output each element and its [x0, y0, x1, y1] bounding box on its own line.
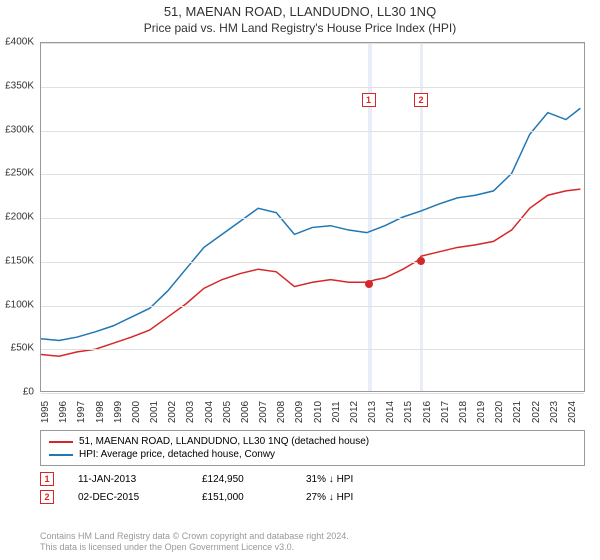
sale-marker-2: 2	[414, 93, 428, 107]
x-tick-label: 2005	[222, 401, 233, 423]
gridline-h	[41, 87, 584, 88]
y-tick-label: £250K	[5, 168, 34, 179]
x-tick-label: 2004	[204, 401, 215, 423]
y-tick-label: £150K	[5, 255, 34, 266]
x-tick-label: 2009	[294, 401, 305, 423]
y-axis: £0£50K£100K£150K£200K£250K£300K£350K£400…	[0, 42, 38, 392]
sale-pct: 27% ↓ HPI	[306, 492, 416, 503]
x-tick-label: 1995	[40, 401, 51, 423]
sale-row-marker: 1	[40, 472, 54, 486]
y-tick-label: £50K	[11, 343, 34, 354]
footnote-line2: This data is licensed under the Open Gov…	[40, 542, 585, 554]
y-tick-label: £400K	[5, 37, 34, 48]
gridline-h	[41, 262, 584, 263]
legend-label: HPI: Average price, detached house, Conw…	[79, 449, 275, 460]
sales-table: 1 11-JAN-2013 £124,950 31% ↓ HPI 2 02-DEC-201…	[40, 470, 585, 506]
x-tick-label: 2007	[258, 401, 269, 423]
x-tick-label: 2014	[385, 401, 396, 423]
chart-svg	[41, 43, 584, 391]
x-tick-label: 2022	[531, 401, 542, 423]
sale-price: £151,000	[202, 492, 282, 503]
gridline-h	[41, 306, 584, 307]
gridline-h	[41, 174, 584, 175]
x-axis: 1995 1996 1997 1998 1999 2000 2001 2002 2003 2004…	[40, 392, 585, 432]
gridline-h	[41, 349, 584, 350]
x-tick-label: 2017	[440, 401, 451, 423]
sale-dot-1	[365, 280, 373, 288]
legend-swatch	[49, 454, 73, 456]
sale-row: 2 02-DEC-2015 £151,000 27% ↓ HPI	[40, 488, 585, 506]
gridline-h	[41, 43, 584, 44]
x-tick-label: 2013	[367, 401, 378, 423]
title-area: 51, MAENAN ROAD, LLANDUDNO, LL30 1NQ Pri…	[0, 0, 600, 37]
subtitle: Price paid vs. HM Land Registry's House …	[0, 21, 600, 35]
sale-price: £124,950	[202, 474, 282, 485]
plot-area: 12	[40, 42, 585, 392]
sale-pct: 31% ↓ HPI	[306, 474, 416, 485]
x-tick-label: 2001	[149, 401, 160, 423]
legend-label: 51, MAENAN ROAD, LLANDUDNO, LL30 1NQ (de…	[79, 436, 369, 447]
x-tick-label: 1997	[76, 401, 87, 423]
x-tick-label: 2021	[512, 401, 523, 423]
footnote-line1: Contains HM Land Registry data © Crown c…	[40, 531, 585, 543]
x-tick-label: 1999	[113, 401, 124, 423]
x-tick-label: 2000	[131, 401, 142, 423]
x-tick-label: 2012	[349, 401, 360, 423]
sale-date: 11-JAN-2013	[78, 474, 178, 485]
legend-item: 51, MAENAN ROAD, LLANDUDNO, LL30 1NQ (de…	[49, 435, 576, 448]
x-tick-label: 2008	[276, 401, 287, 423]
sale-marker-1: 1	[362, 93, 376, 107]
x-tick-label: 2019	[476, 401, 487, 423]
x-tick-label: 1996	[58, 401, 69, 423]
sale-row: 1 11-JAN-2013 £124,950 31% ↓ HPI	[40, 470, 585, 488]
y-tick-label: £0	[23, 387, 34, 398]
legend: 51, MAENAN ROAD, LLANDUDNO, LL30 1NQ (de…	[40, 430, 585, 466]
main-title: 51, MAENAN ROAD, LLANDUDNO, LL30 1NQ	[0, 4, 600, 19]
y-tick-label: £200K	[5, 212, 34, 223]
x-tick-label: 2002	[167, 401, 178, 423]
x-tick-label: 2016	[422, 401, 433, 423]
y-tick-label: £100K	[5, 299, 34, 310]
sale-dot-2	[417, 257, 425, 265]
x-tick-label: 2006	[240, 401, 251, 423]
legend-item: HPI: Average price, detached house, Conw…	[49, 448, 576, 461]
x-tick-label: 2024	[567, 401, 578, 423]
x-tick-label: 2003	[185, 401, 196, 423]
x-tick-label: 2011	[331, 401, 342, 423]
x-tick-label: 2015	[403, 401, 414, 423]
series-price_paid	[41, 189, 580, 356]
legend-swatch	[49, 441, 73, 443]
footnote: Contains HM Land Registry data © Crown c…	[40, 531, 585, 554]
y-tick-label: £350K	[5, 80, 34, 91]
x-tick-label: 1998	[95, 401, 106, 423]
gridline-h	[41, 131, 584, 132]
x-tick-label: 2010	[313, 401, 324, 423]
sale-date: 02-DEC-2015	[78, 492, 178, 503]
sale-row-marker: 2	[40, 490, 54, 504]
x-tick-label: 2023	[549, 401, 560, 423]
y-tick-label: £300K	[5, 124, 34, 135]
chart-container: 51, MAENAN ROAD, LLANDUDNO, LL30 1NQ Pri…	[0, 0, 600, 560]
gridline-h	[41, 218, 584, 219]
x-tick-label: 2018	[458, 401, 469, 423]
x-tick-label: 2020	[494, 401, 505, 423]
